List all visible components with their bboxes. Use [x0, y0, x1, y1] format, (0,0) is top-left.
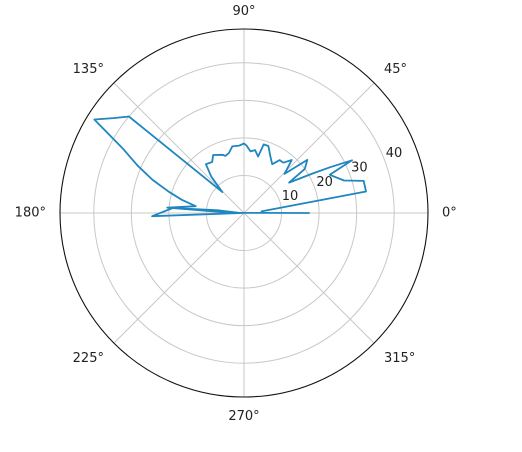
radial-tick-label: 10 — [282, 189, 299, 204]
radial-tick-label: 20 — [316, 175, 333, 190]
angular-tick-label: 0° — [442, 206, 457, 221]
angular-tick-label: 45° — [384, 62, 407, 77]
angular-tick-label: 180° — [15, 206, 46, 221]
angular-tick-label: 135° — [73, 62, 104, 77]
angular-tick-label: 270° — [228, 409, 259, 424]
angular-tick-label: 90° — [232, 4, 255, 19]
angular-tick-label: 225° — [73, 351, 104, 366]
angular-tick-label: 315° — [384, 351, 415, 366]
radial-tick-label: 40 — [386, 146, 403, 161]
radial-tick-label: 30 — [351, 160, 368, 175]
